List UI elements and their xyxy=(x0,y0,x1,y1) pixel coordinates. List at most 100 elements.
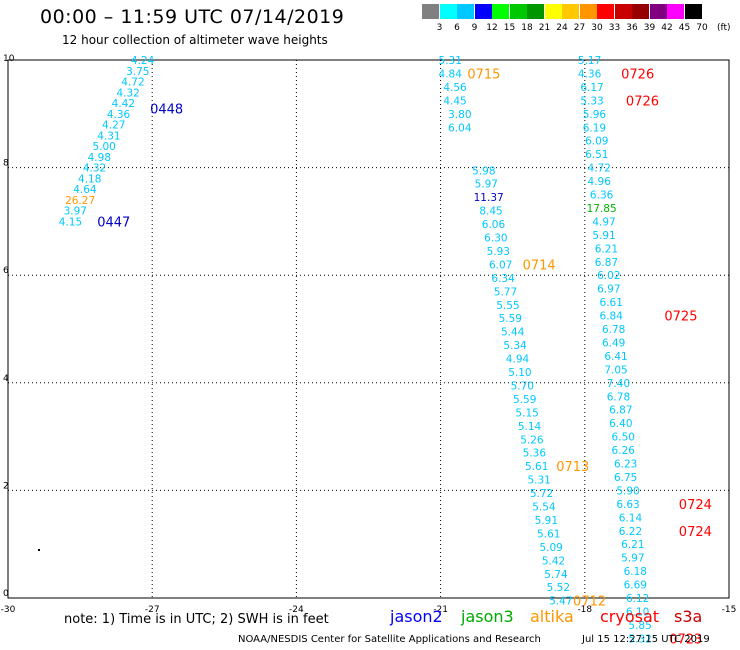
y-tick-label: 10 xyxy=(3,54,15,64)
wave-height-value: 6.26 xyxy=(612,445,636,457)
wave-height-value: 17.85 xyxy=(587,203,617,215)
wave-height-value: 5.59 xyxy=(513,394,536,406)
legend-swatch-label: 9 xyxy=(471,23,478,33)
wave-height-value: 5.91 xyxy=(592,230,615,242)
legend-swatch-label: 24 xyxy=(556,23,568,33)
wave-height-value: 5.26 xyxy=(520,434,544,446)
legend-swatch xyxy=(474,4,492,19)
wave-height-value: 5.34 xyxy=(503,340,527,352)
pass-time-label: 0713 xyxy=(556,460,589,475)
x-tick-label: -30 xyxy=(1,605,16,615)
wave-height-value: 5.36 xyxy=(523,448,547,460)
legend-swatch-label: 15 xyxy=(503,23,516,33)
wave-height-value: 5.70 xyxy=(511,380,534,392)
pass-time-label: 0726 xyxy=(621,67,654,82)
wave-height-value: 6.61 xyxy=(600,297,623,309)
credit-line: NOAA/NESDIS Center for Satellite Applica… xyxy=(238,634,541,645)
wave-height-value: 4.97 xyxy=(592,216,615,228)
wave-height-value: 6.49 xyxy=(602,337,625,349)
wave-height-value: 5.59 xyxy=(499,313,522,325)
satellite-altika: altika xyxy=(530,607,574,626)
legend-swatch-label: 6 xyxy=(454,23,460,33)
wave-height-value: 5.72 xyxy=(530,488,553,500)
wave-height-value: 6.34 xyxy=(491,273,515,285)
wave-height-value: 4.24 xyxy=(131,55,155,67)
wave-height-value: 5.55 xyxy=(496,300,519,312)
pass-time-label: 0726 xyxy=(626,94,659,109)
generated-timestamp: Jul 15 12:27:15 UTC 2019 xyxy=(582,634,710,645)
y-tick-label: 2 xyxy=(3,481,9,491)
x-tick-label: -24 xyxy=(289,605,304,615)
wave-height-value: 5.74 xyxy=(544,569,568,581)
wave-height-value: 5.44 xyxy=(501,327,525,339)
wave-height-value: 5.52 xyxy=(547,582,570,594)
legend-swatch-label: 42 xyxy=(661,23,673,33)
wave-height-value: 4.31 xyxy=(97,130,120,142)
wave-height-value: 6.51 xyxy=(585,149,608,161)
wave-height-value: 5.93 xyxy=(487,246,510,258)
pass-time-label: 0714 xyxy=(523,258,556,273)
wave-height-value: 7.05 xyxy=(604,364,627,376)
wave-height-value: 4.96 xyxy=(588,176,612,188)
x-tick-label: -21 xyxy=(433,605,448,615)
wave-height-value: 5.00 xyxy=(92,141,115,153)
legend-swatch xyxy=(614,4,632,19)
wave-height-value: 6.84 xyxy=(600,311,624,323)
pass-time-label: 0725 xyxy=(664,310,697,325)
legend-swatch-label: 70 xyxy=(696,23,708,33)
wave-height-value: 6.07 xyxy=(489,259,512,271)
wave-height-value: 3.97 xyxy=(64,206,87,218)
pass-time-label: 0724 xyxy=(679,525,712,540)
legend-swatch xyxy=(509,4,527,19)
wave-height-value: 4.98 xyxy=(88,152,111,164)
legend-swatch xyxy=(597,4,614,19)
wave-height-value: 6.36 xyxy=(590,190,614,202)
wave-height-value: 5.85 xyxy=(628,620,651,632)
legend-swatch-label: 12 xyxy=(486,23,498,33)
wave-height-value: 4.94 xyxy=(506,354,530,366)
wave-height-value: 11.37 xyxy=(474,192,504,204)
legend-swatch-label: 18 xyxy=(521,23,533,33)
wave-height-value: 6.63 xyxy=(616,499,639,511)
x-tick-label: -27 xyxy=(145,605,160,615)
pass-time-label: 0724 xyxy=(679,498,712,513)
satellite-s3a: s3a xyxy=(674,607,703,626)
pass-time-label: 0448 xyxy=(150,102,183,117)
wave-height-value: 5.09 xyxy=(539,542,562,554)
wave-height-value: 5.97 xyxy=(475,179,498,191)
wave-height-value: 5.14 xyxy=(518,421,542,433)
legend-swatch-label: 30 xyxy=(591,23,603,33)
wave-height-value: 6.06 xyxy=(482,219,506,231)
legend-unit: (ft) xyxy=(717,23,731,33)
wave-height-value: 6.21 xyxy=(621,539,644,551)
wave-height-value: 4.45 xyxy=(443,95,466,107)
wave-height-value: 6.50 xyxy=(612,432,635,444)
wave-height-value: 4.36 xyxy=(107,109,131,121)
wave-height-value: 6.97 xyxy=(597,284,620,296)
wave-height-value: 5.54 xyxy=(532,502,556,514)
page-title: 00:00 – 11:59 UTC 07/14/2019 xyxy=(40,6,345,28)
wave-height-value: 6.75 xyxy=(614,472,637,484)
x-tick-label: -18 xyxy=(577,605,592,615)
legend-swatch-label: 27 xyxy=(573,23,586,33)
wave-height-value: 4.18 xyxy=(78,173,101,185)
pass-time-label: 0715 xyxy=(467,67,500,82)
wave-height-value: 4.42 xyxy=(112,98,135,110)
y-tick-label: 6 xyxy=(3,266,9,276)
wave-height-value: 6.04 xyxy=(448,122,472,134)
wave-height-value: 6.10 xyxy=(626,606,649,618)
wave-height-value: 5.17 xyxy=(578,55,601,67)
wave-height-value: 6.17 xyxy=(580,82,603,94)
wave-height-value: 6.69 xyxy=(624,580,647,592)
wave-height-value: 5.77 xyxy=(494,286,517,298)
footer-note: note: 1) Time is in UTC; 2) SWH is in fe… xyxy=(64,612,329,627)
wave-height-value: 4.72 xyxy=(121,77,144,89)
wave-height-value: 4.56 xyxy=(443,82,467,94)
legend-swatch xyxy=(562,4,579,19)
legend-swatch-label: 36 xyxy=(626,23,638,33)
wave-height-value: 5.61 xyxy=(525,461,548,473)
wave-height-value: 8.45 xyxy=(479,206,502,218)
satellite-cryosat: cryosat xyxy=(600,607,660,626)
wave-height-value: 4.32 xyxy=(83,163,106,175)
